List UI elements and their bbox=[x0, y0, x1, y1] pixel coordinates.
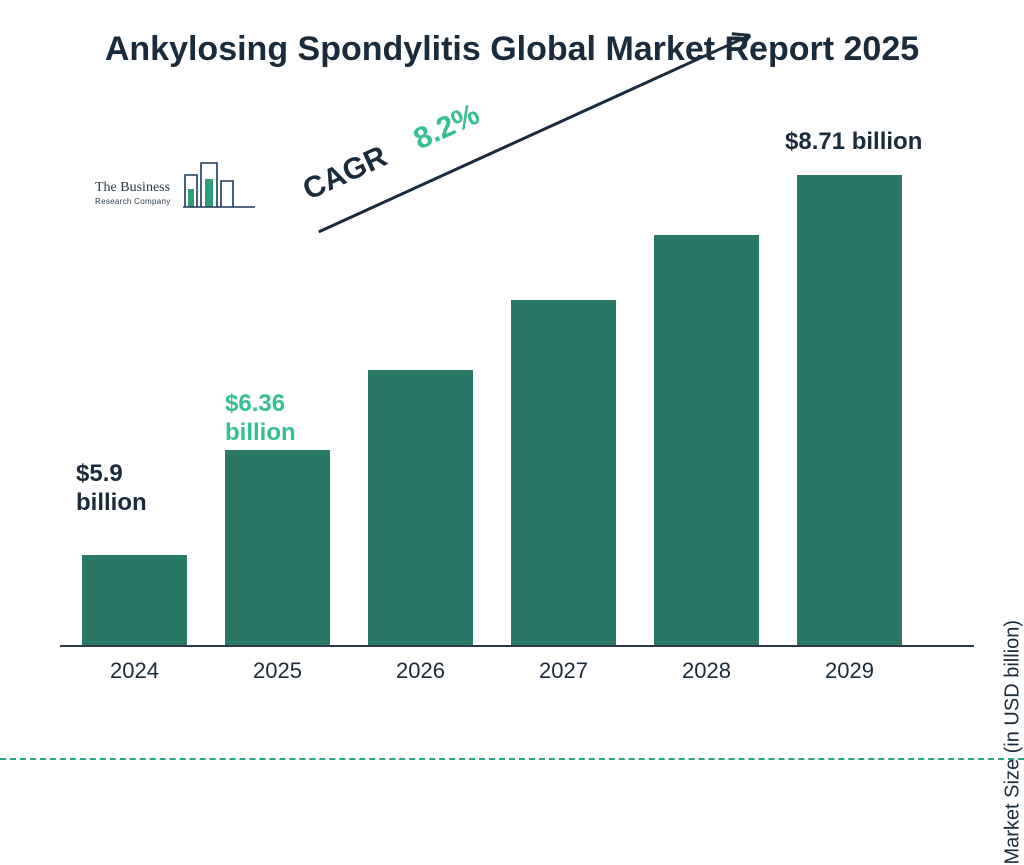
value-label: $8.71 billion bbox=[785, 128, 922, 157]
x-tick-label: 2025 bbox=[225, 658, 330, 684]
bar bbox=[225, 450, 330, 645]
plot-area bbox=[80, 155, 935, 645]
bar bbox=[82, 555, 187, 645]
bar bbox=[368, 370, 473, 645]
bar bbox=[511, 300, 616, 645]
bar-chart bbox=[80, 155, 935, 705]
x-axis-baseline bbox=[60, 645, 974, 647]
footer-divider bbox=[0, 758, 1024, 760]
chart-title: Ankylosing Spondylitis Global Market Rep… bbox=[0, 28, 1024, 71]
x-tick-label: 2029 bbox=[797, 658, 902, 684]
x-tick-label: 2024 bbox=[82, 658, 187, 684]
bar bbox=[654, 235, 759, 645]
y-axis-label: Market Size (in USD billion) bbox=[1002, 620, 1024, 865]
value-label: $6.36billion bbox=[225, 390, 296, 448]
x-tick-label: 2026 bbox=[368, 658, 473, 684]
x-tick-label: 2028 bbox=[654, 658, 759, 684]
bar bbox=[797, 175, 902, 645]
x-tick-label: 2027 bbox=[511, 658, 616, 684]
value-label: $5.9billion bbox=[76, 460, 147, 518]
